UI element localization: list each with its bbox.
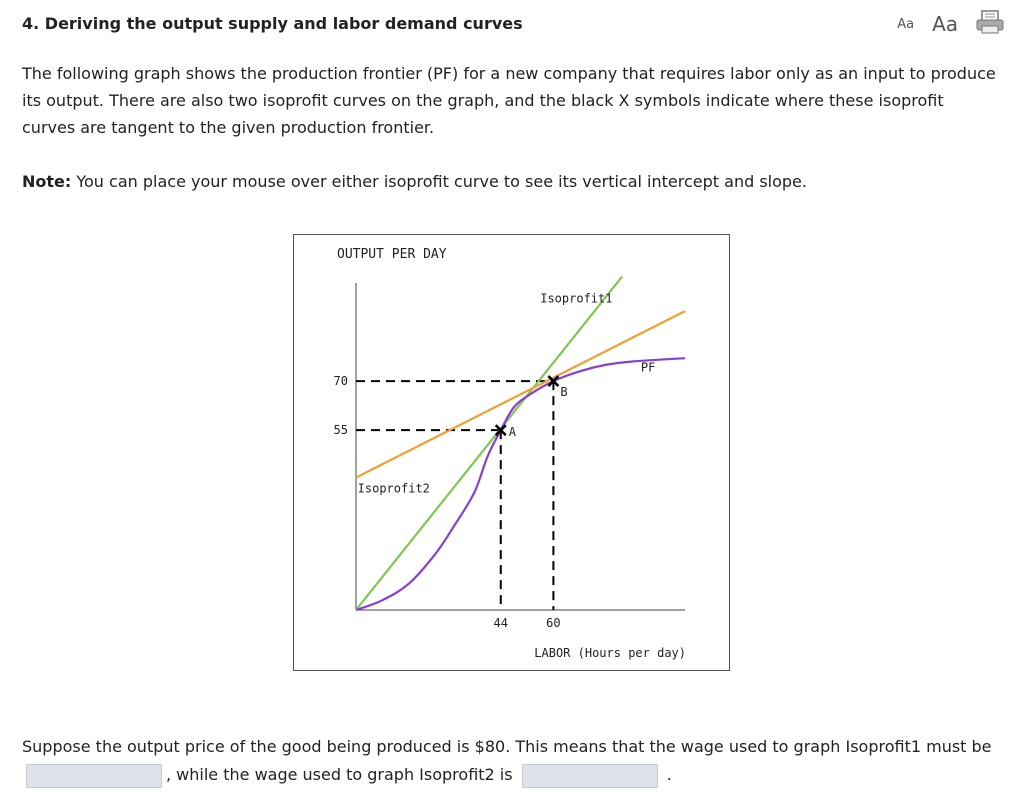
x-axis-label: LABOR (Hours per day): [534, 646, 686, 660]
isoprofit2-wage-input[interactable]: [521, 763, 658, 788]
y-axis-label: OUTPUT PER DAY: [337, 247, 447, 262]
point-label-a: A: [509, 425, 517, 439]
print-icon[interactable]: [976, 10, 1004, 38]
note-text: You can place your mouse over either iso…: [71, 172, 807, 191]
tangency-marker-b: [547, 375, 560, 388]
note-label: Note:: [22, 172, 72, 191]
series-isoprofit2: [355, 310, 686, 479]
series-isoprofit1: [355, 275, 624, 611]
x-tick-label: 60: [546, 616, 560, 630]
decrease-font-button[interactable]: Aa: [897, 16, 915, 32]
chart-container: OUTPUT PER DAY LABOR (Hours per day) 70 55 4…: [293, 234, 730, 671]
isoprofit1-label: Isoprofit1: [540, 292, 612, 306]
production-frontier-chart: OUTPUT PER DAY LABOR (Hours per day) 70 55 4…: [334, 247, 686, 660]
point-label-b: B: [560, 385, 567, 399]
question-text-1: Suppose the output price of the good bei…: [22, 737, 992, 756]
question-paragraph: Suppose the output price of the good bei…: [22, 733, 1002, 789]
isoprofit2-label: Isoprofit2: [358, 481, 430, 495]
toolbar: Aa Aa: [897, 10, 1004, 38]
x-tick-label: 44: [494, 616, 508, 630]
y-tick-label: 70: [334, 374, 348, 388]
page-title: 4. Deriving the output supply and labor …: [22, 14, 523, 33]
tangency-marker-a: [494, 424, 507, 437]
question-text-3: .: [666, 765, 672, 784]
question-text-2: , while the wage used to graph Isoprofit…: [166, 765, 513, 784]
intro-paragraph: The following graph shows the production…: [22, 64, 996, 137]
isoprofit1-wage-input[interactable]: [26, 763, 162, 788]
note-paragraph: Note: You can place your mouse over eith…: [22, 172, 807, 191]
y-tick-label: 55: [334, 423, 348, 437]
pf-label: PF: [641, 360, 655, 374]
increase-font-button[interactable]: Aa: [932, 12, 958, 36]
